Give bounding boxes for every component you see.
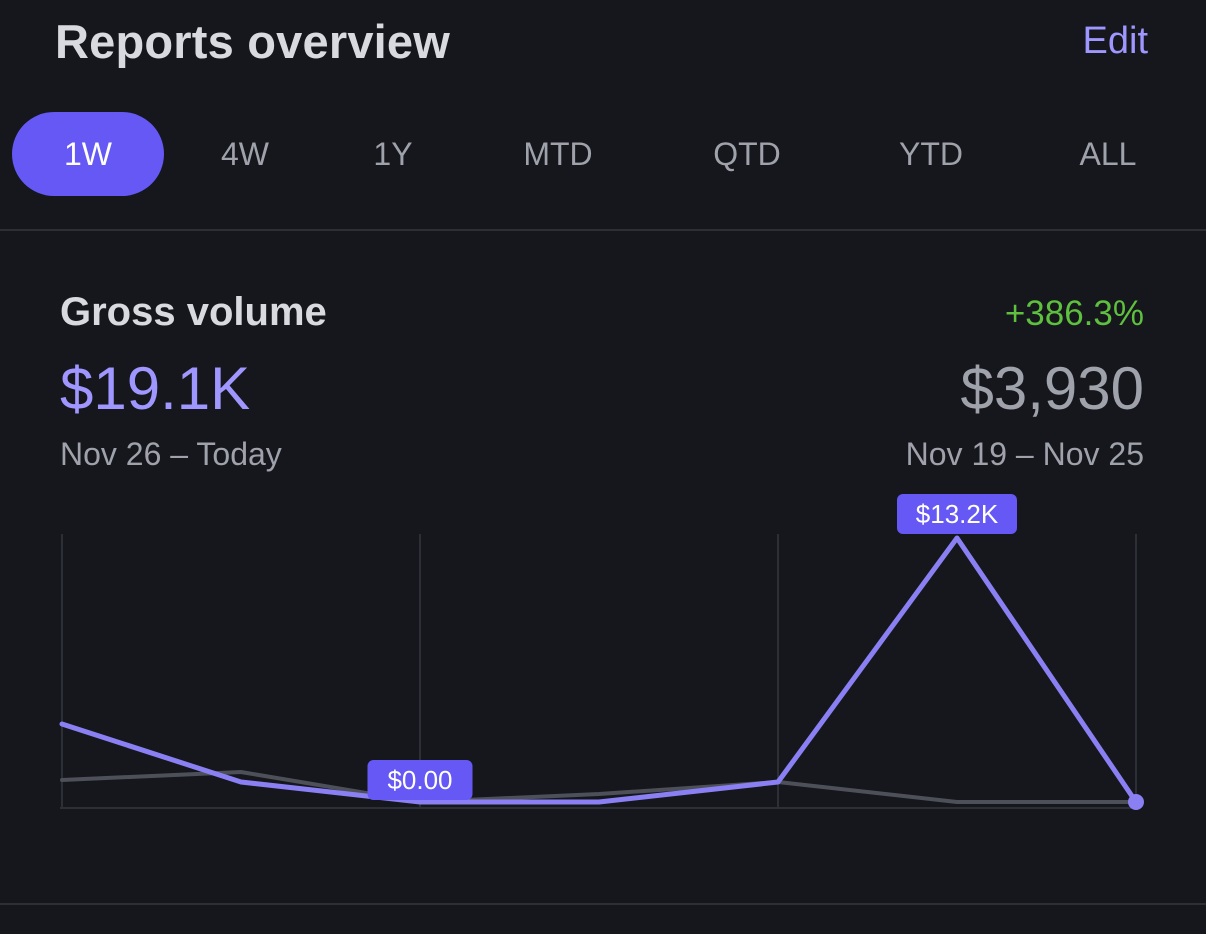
metric-date-range: Nov 26 – Today — [60, 436, 282, 472]
bottom-divider — [0, 903, 1206, 905]
period-tabs: 1W 4W 1Y MTD QTD YTD ALL — [0, 112, 1206, 198]
tab-4w[interactable]: 4W — [221, 136, 269, 172]
tab-1w[interactable]: 1W — [12, 112, 164, 196]
gross-volume-chart[interactable]: $0.00 $13.2K — [0, 490, 1206, 850]
edit-button[interactable]: Edit — [1082, 20, 1148, 62]
tab-ytd[interactable]: YTD — [899, 136, 963, 172]
metric-previous-date-range: Nov 19 – Nov 25 — [905, 436, 1144, 472]
metric-previous-value: $3,930 — [960, 355, 1144, 422]
tab-qtd[interactable]: QTD — [713, 136, 781, 172]
previous-period-line — [60, 770, 1138, 804]
tab-mtd[interactable]: MTD — [523, 136, 593, 172]
metric-change-badge: +386.3% — [1004, 294, 1144, 333]
page-title: Reports overview — [55, 15, 451, 68]
tabs-divider — [0, 229, 1206, 231]
current-period-line — [59, 535, 1139, 805]
chart-tooltip-bg-1 — [897, 494, 1017, 534]
metric-title: Gross volume — [60, 290, 327, 334]
current-series-end-point — [1128, 794, 1144, 810]
chart-tooltip-label-0: $0.00 — [387, 765, 452, 795]
header: Reports overview Edit — [0, 0, 1206, 90]
chart-tooltip-label-1: $13.2K — [916, 499, 999, 529]
tab-all[interactable]: ALL — [1079, 136, 1137, 172]
tab-1y[interactable]: 1Y — [373, 136, 413, 172]
chart-tooltip-bg-0 — [367, 760, 473, 800]
metric-value: $19.1K — [60, 355, 251, 422]
